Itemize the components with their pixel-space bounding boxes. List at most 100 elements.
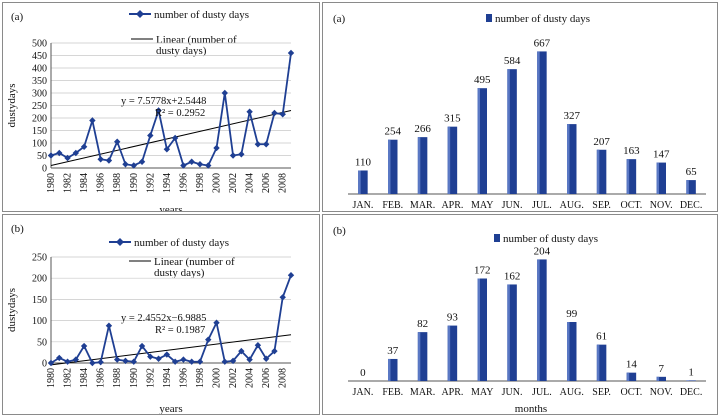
bar (388, 139, 398, 194)
trend-r-squared: R² = 0.2952 (155, 108, 205, 119)
x-tick-label: SEP. (592, 200, 611, 211)
data-point (64, 358, 71, 365)
x-tick-label: AUG. (560, 387, 584, 398)
data-point (89, 359, 96, 367)
x-tick-label: 1990 (129, 173, 140, 193)
bar-highlight (626, 159, 630, 194)
legend-series-label: number of dusty days (154, 9, 249, 21)
data-point (64, 154, 71, 162)
yearly-line-chart-b: (b) number of dusty days Linear (number of… (6, 223, 295, 415)
x-tick-label: JAN. (352, 387, 373, 398)
legend-series-label: number of dusty days (503, 233, 598, 245)
data-point (238, 151, 245, 158)
y-tick-label: 400 (32, 64, 47, 75)
data-point (188, 158, 195, 165)
x-tick-label: DEC. (680, 387, 703, 398)
x-tick-label: 2004 (245, 173, 256, 193)
bar-highlight (507, 284, 510, 381)
data-point (262, 355, 270, 362)
data-point (163, 351, 171, 358)
data-point (163, 146, 171, 153)
x-tick-label: 1980 (46, 173, 57, 193)
bar-highlight (567, 124, 570, 194)
x-tick-label: 1994 (162, 173, 173, 193)
bar-value-label: 172 (474, 265, 491, 277)
x-tick-label: JUL. (532, 200, 552, 211)
data-point (246, 108, 253, 115)
bar-value-label: 254 (385, 126, 402, 138)
y-tick-label: 150 (32, 295, 47, 306)
x-axis-title: months (515, 403, 547, 414)
x-tick-label: MAR. (410, 387, 435, 398)
x-tick-label: 1988 (112, 173, 123, 193)
bar-highlight (537, 51, 540, 195)
x-tick-label: 1986 (96, 173, 107, 193)
data-point (287, 49, 295, 57)
bar-value-label: 93 (447, 312, 459, 324)
y-tick-label: 50 (37, 337, 47, 348)
bar (686, 180, 696, 194)
bar-value-label: 327 (564, 110, 581, 122)
x-tick-label: FEB. (382, 387, 403, 398)
data-point (279, 111, 286, 118)
y-axis-title: dustydays (6, 84, 18, 128)
x-tick-label: SEP. (592, 387, 611, 398)
x-tick-label: 2008 (278, 173, 289, 193)
bar-highlight (477, 278, 480, 381)
y-tick-label: 100 (32, 139, 47, 150)
x-tick-label: MAY (471, 200, 493, 211)
bar-highlight (656, 376, 659, 381)
bar-value-label: 207 (593, 136, 610, 148)
x-tick-label: DEC. (680, 200, 703, 211)
bar-highlight (686, 180, 689, 194)
bar-value-label: 1 (688, 366, 694, 378)
data-point (105, 157, 113, 164)
legend-trend-label: dusty days) (156, 45, 207, 57)
data-point (155, 355, 162, 362)
data-point (196, 161, 204, 168)
y-tick-label: 150 (32, 126, 47, 137)
data-point (122, 357, 129, 365)
data-point (130, 358, 137, 365)
x-tick-label: 1982 (63, 368, 74, 388)
x-tick-label: 2002 (228, 173, 239, 193)
x-tick-label: 1988 (112, 368, 123, 388)
bar (656, 162, 666, 194)
data-point (279, 294, 286, 301)
data-point (47, 359, 55, 367)
panel-label: (a) (11, 11, 24, 23)
data-point (89, 117, 96, 124)
bar (417, 137, 428, 194)
data-point (97, 358, 104, 366)
legend-series-marker (116, 238, 124, 246)
bar (358, 170, 368, 194)
bar (447, 325, 458, 381)
trend-equation: y = 7.5778x+2.5448 (121, 96, 206, 107)
x-tick-label: 2006 (261, 173, 272, 193)
bar-value-label: 61 (596, 331, 607, 343)
x-tick-label: 1986 (96, 368, 107, 388)
legend-trend-label: Linear (number of (154, 256, 235, 268)
x-tick-label: AUG. (560, 200, 584, 211)
y-tick-label: 450 (32, 51, 47, 62)
data-point (47, 152, 55, 159)
x-tick-label: 1998 (195, 173, 206, 193)
bar (626, 372, 637, 381)
bar-value-label: 82 (417, 318, 428, 330)
x-tick-label: 1992 (145, 173, 156, 193)
y-tick-label: 50 (37, 151, 47, 162)
bar-value-label: 495 (474, 74, 491, 86)
bar-value-label: 667 (534, 37, 551, 49)
legend-trend-label: dusty days) (154, 267, 205, 279)
bar-highlight (656, 162, 659, 194)
data-point (130, 162, 137, 169)
bar (596, 344, 607, 381)
monthly-dusty-days-chart-a: (a) number of dusty days 110 JAN. 254 FEB. 266… (322, 2, 718, 212)
x-tick-label: JAN. (352, 200, 373, 211)
trend-r-squared: R² = 0.1987 (155, 325, 205, 336)
x-tick-label: APR. (441, 387, 463, 398)
bar (596, 149, 607, 194)
bar-highlight (477, 88, 480, 194)
bar (656, 376, 666, 381)
